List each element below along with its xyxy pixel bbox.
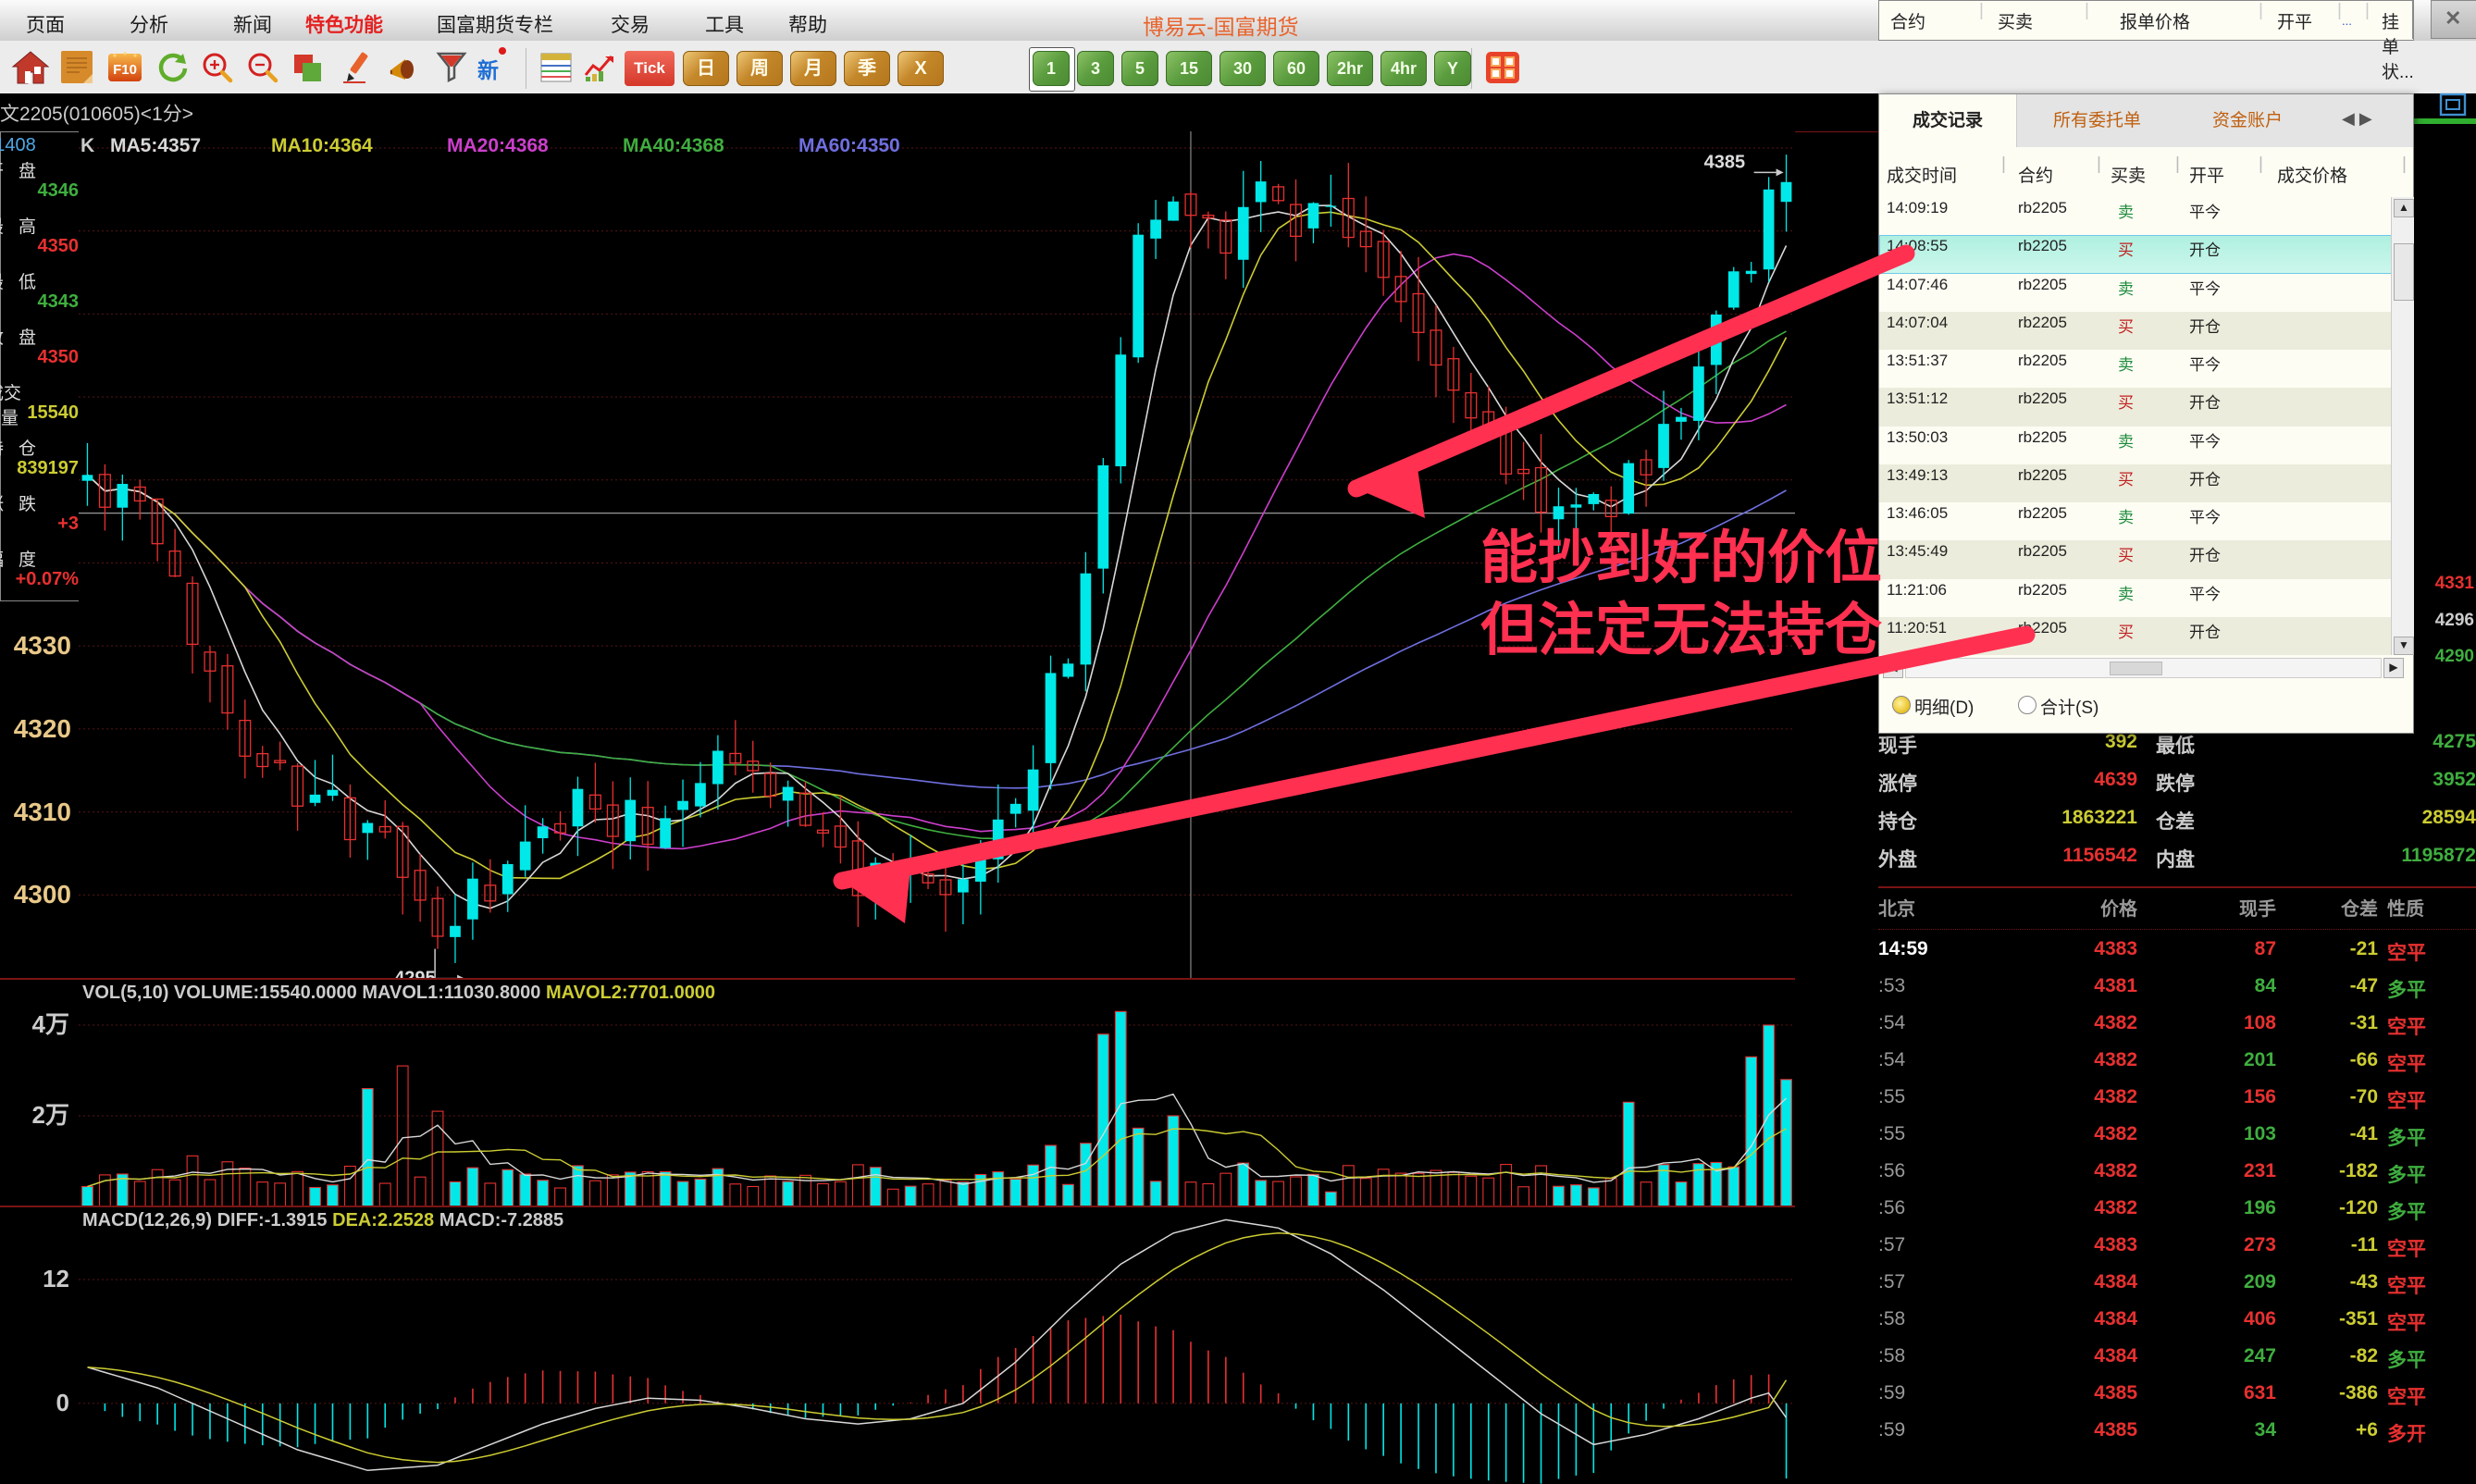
svg-text:4万: 4万 [32,1010,69,1038]
svg-text:MA40:4368: MA40:4368 [623,135,724,156]
svg-text:K: K [80,135,94,156]
svg-text:0: 0 [56,1389,69,1416]
svg-text:12: 12 [43,1265,69,1292]
svg-text:MA60:4350: MA60:4350 [799,135,900,156]
svg-text:F10: F10 [113,62,137,78]
svg-text:4385: 4385 [1704,152,1746,172]
svg-text:VOL(5,10) VOLUME:15540.0000 MA: VOL(5,10) VOLUME:15540.0000 MAVOL1:11030… [82,983,715,1003]
svg-text:MA5:4357: MA5:4357 [110,135,201,156]
svg-text:MACD(12,26,9) DIFF:-1.3915 DEA: MACD(12,26,9) DIFF:-1.3915 DEA:2.2528 MA… [82,1210,563,1230]
svg-text:2万: 2万 [32,1101,69,1129]
svg-text:MA20:4368: MA20:4368 [447,135,549,156]
svg-text:4295: 4295 [394,969,436,978]
svg-text:MA10:4364: MA10:4364 [271,135,373,156]
